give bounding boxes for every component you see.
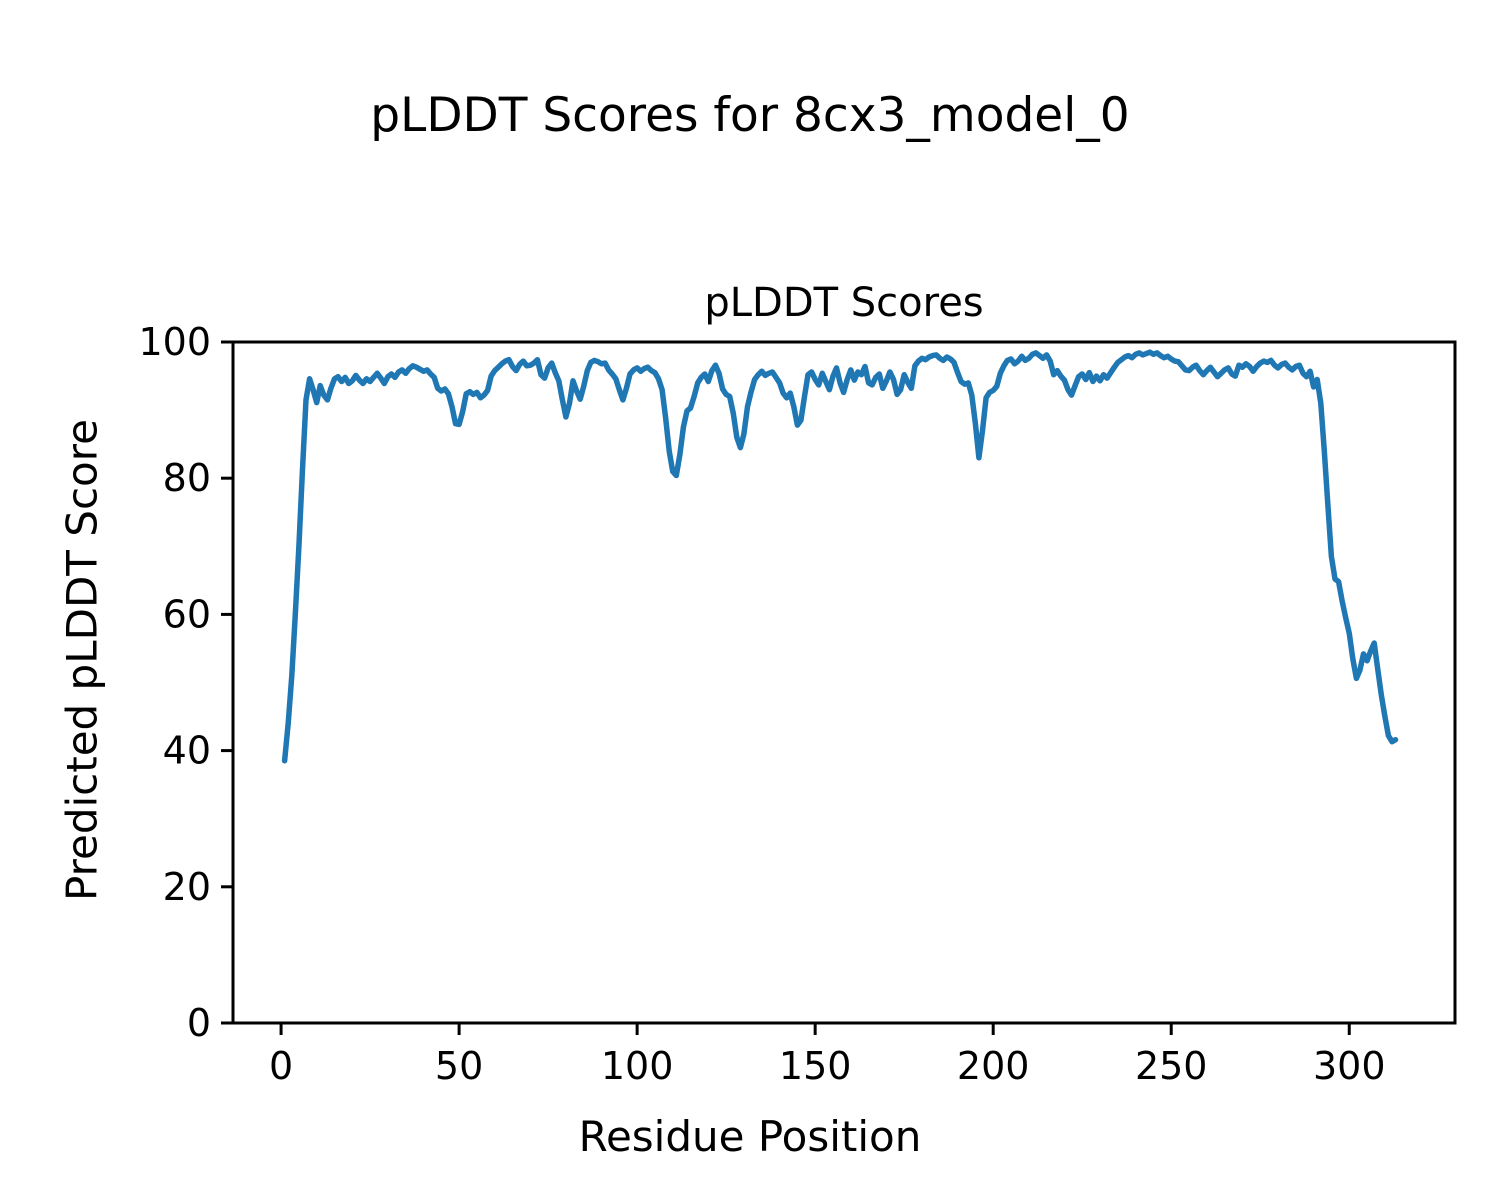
y-tick-label: 20 [163,865,211,909]
y-tick-label: 80 [163,456,211,500]
plddt-line [281,349,1399,764]
x-tick-label: 200 [957,1044,1030,1088]
x-tick-label: 50 [435,1044,483,1088]
x-tick-label: 300 [1313,1044,1386,1088]
figure-suptitle: pLDDT Scores for 8cx3_model_0 [370,88,1130,143]
axes-title: pLDDT Scores [704,280,984,326]
x-tick-label: 150 [779,1044,852,1088]
y-tick-label: 0 [187,1001,211,1045]
x-tick-label: 100 [601,1044,674,1088]
y-tick-label: 40 [163,729,211,773]
y-tick-label: 100 [138,320,211,364]
x-tick-label: 250 [1135,1044,1208,1088]
x-axis-label: Residue Position [578,1112,922,1161]
axes-frame [231,340,1457,1025]
x-tick-label: 0 [269,1044,293,1088]
y-tick-label: 60 [163,592,211,636]
